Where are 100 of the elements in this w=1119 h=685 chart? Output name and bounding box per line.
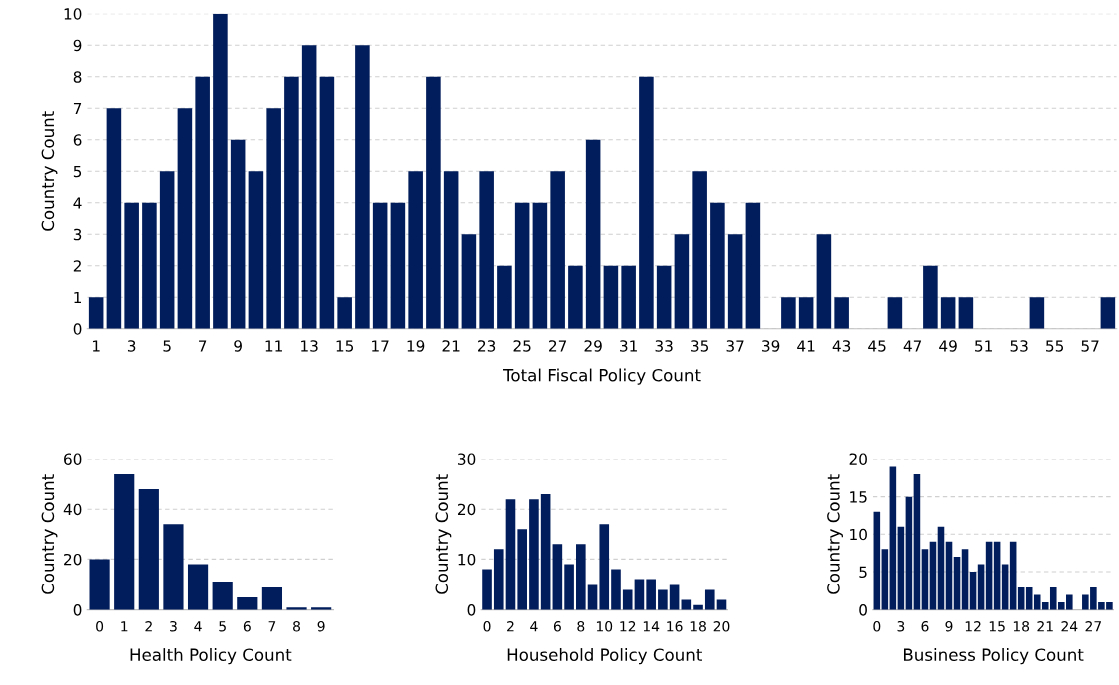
bar [493, 549, 504, 610]
x-tick-label: 18 [1013, 621, 1030, 632]
x-tick-label: 12 [620, 621, 636, 632]
y-tick-label: 20 [64, 553, 82, 566]
x-tick-label: 11 [265, 340, 282, 352]
bar [248, 171, 264, 329]
y-tick-label: 20 [849, 453, 867, 465]
bar [301, 45, 317, 329]
x-tick-label: 57 [1081, 340, 1099, 352]
y-tick-label: 0 [859, 604, 867, 616]
y-tick-label: 5 [73, 165, 82, 178]
bar [517, 529, 528, 610]
bar [576, 544, 586, 610]
bar [621, 265, 636, 329]
bar [319, 76, 335, 329]
x-tick-label: 3 [127, 340, 136, 352]
y-tick-label: 4 [73, 197, 82, 209]
bar [585, 139, 601, 329]
bar [532, 202, 548, 329]
bar [889, 466, 897, 610]
y-tick-label: 9 [73, 39, 82, 52]
x-tick-label: 45 [868, 340, 886, 352]
bar [88, 297, 104, 329]
x-tick-label: 5 [219, 621, 226, 632]
bar [937, 526, 945, 610]
bar [599, 524, 610, 610]
x-tick-label: 55 [1046, 340, 1064, 352]
bar [958, 297, 974, 329]
y-axis-title: Country Count [41, 111, 58, 231]
bar [266, 108, 281, 329]
bar [923, 265, 938, 329]
bar [540, 494, 551, 610]
x-tick-label: 13 [301, 340, 318, 352]
bar [639, 76, 654, 329]
bar [674, 234, 690, 329]
bar [505, 499, 516, 610]
x-tick-label: 39 [762, 340, 780, 352]
bar [1009, 541, 1017, 610]
x-tick-label: 6 [921, 621, 929, 632]
bar [213, 13, 228, 329]
bar [142, 202, 157, 329]
y-axis-title: Country Count [41, 474, 58, 594]
x-axis-title: Household Policy Count [507, 648, 702, 665]
bar [163, 524, 184, 610]
bar [237, 597, 258, 610]
x-tick-label: 21 [442, 340, 460, 352]
x-tick-label: 17 [372, 340, 389, 352]
bar [658, 589, 668, 610]
y-tick-label: 10 [64, 8, 82, 20]
bar [195, 76, 210, 329]
x-tick-label: 23 [478, 340, 496, 352]
bar [611, 569, 621, 610]
bar [969, 571, 977, 610]
bar [479, 171, 494, 329]
bar [550, 171, 565, 329]
x-tick-label: 9 [317, 621, 325, 632]
x-tick-label: 8 [293, 621, 300, 632]
x-tick-label: 18 [690, 621, 706, 632]
bar [985, 541, 993, 610]
x-axis-title: Health Policy Count [130, 648, 292, 665]
bar [564, 564, 574, 610]
y-tick-label: 10 [458, 553, 476, 566]
bar [482, 569, 492, 610]
bar [929, 541, 937, 610]
bar [89, 559, 110, 610]
y-tick-label: 0 [73, 604, 82, 616]
bar [552, 544, 563, 610]
bar [372, 202, 388, 329]
y-tick-label: 10 [850, 528, 867, 541]
bar [1029, 297, 1045, 329]
bar [881, 549, 889, 610]
x-tick-label: 53 [1010, 340, 1028, 352]
x-tick-label: 49 [939, 340, 957, 352]
x-tick-label: 10 [596, 621, 613, 632]
y-tick-label: 7 [73, 102, 82, 115]
x-tick-label: 21 [1037, 621, 1053, 632]
bar [587, 584, 598, 610]
bar [187, 564, 209, 610]
bar [977, 564, 985, 610]
x-tick-label: 27 [1085, 621, 1102, 632]
x-tick-label: 2 [145, 621, 152, 632]
x-tick-label: 1 [121, 621, 128, 632]
x-tick-label: 16 [667, 621, 683, 632]
bar [622, 589, 633, 610]
x-tick-label: 4 [194, 621, 202, 632]
bar [159, 171, 175, 329]
x-tick-label: 35 [691, 340, 709, 352]
x-tick-label: 43 [832, 340, 851, 352]
bar [727, 234, 743, 329]
x-tick-label: 51 [975, 340, 992, 352]
bar [961, 549, 969, 610]
bar [940, 297, 956, 329]
bar [921, 549, 929, 610]
bar [177, 108, 193, 329]
y-tick-label: 0 [73, 323, 82, 335]
bar [887, 297, 903, 329]
x-tick-label: 0 [483, 621, 491, 632]
y-tick-label: 40 [63, 503, 82, 516]
bar [710, 202, 725, 329]
y-tick-label: 6 [73, 134, 82, 146]
